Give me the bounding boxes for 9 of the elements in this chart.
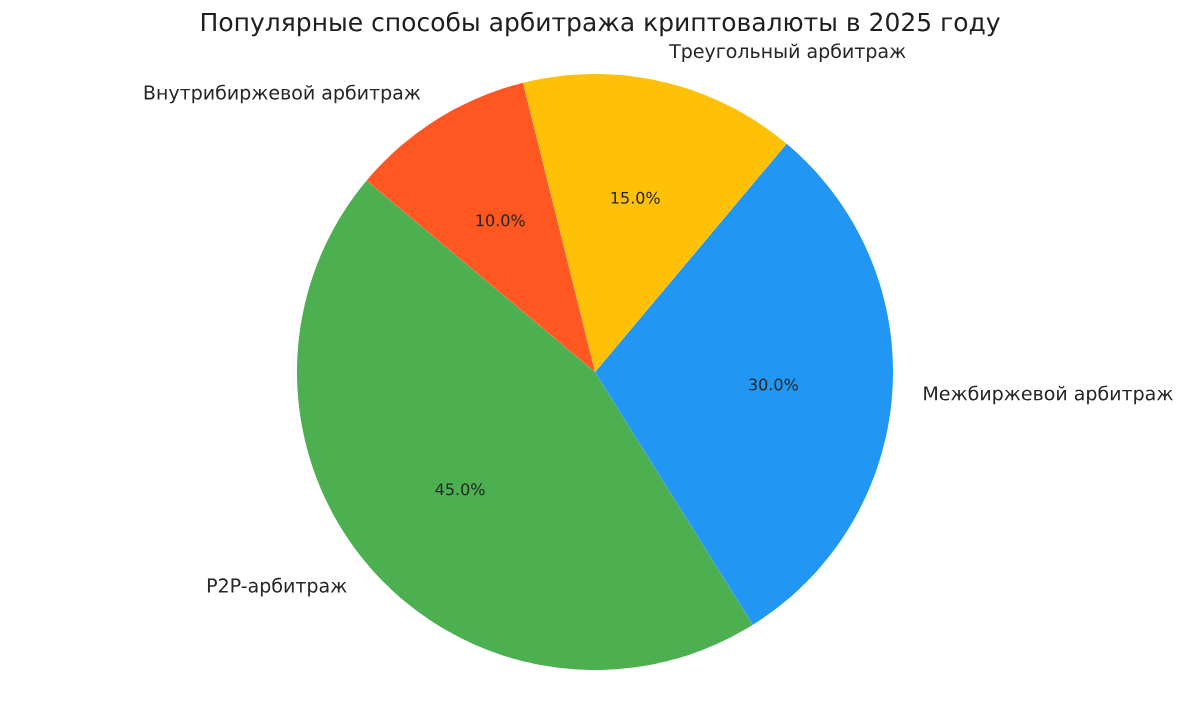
slice-label: Треугольный арбитраж — [669, 43, 906, 62]
slice-label: Внутрибиржевой арбитраж — [144, 84, 421, 104]
data-label: 45.0% — [435, 483, 485, 496]
data-label: 30.0% — [749, 378, 798, 391]
slice-label: Межбиржевой арбитраж — [924, 385, 1173, 405]
data-label: 10.0% — [476, 214, 525, 227]
data-label: 15.0% — [611, 191, 660, 204]
slice-label: P2P-арбитраж — [207, 577, 347, 597]
chart-title: Популярные способы арбитража криптовалюты в 2025 году — [201, 11, 1000, 37]
